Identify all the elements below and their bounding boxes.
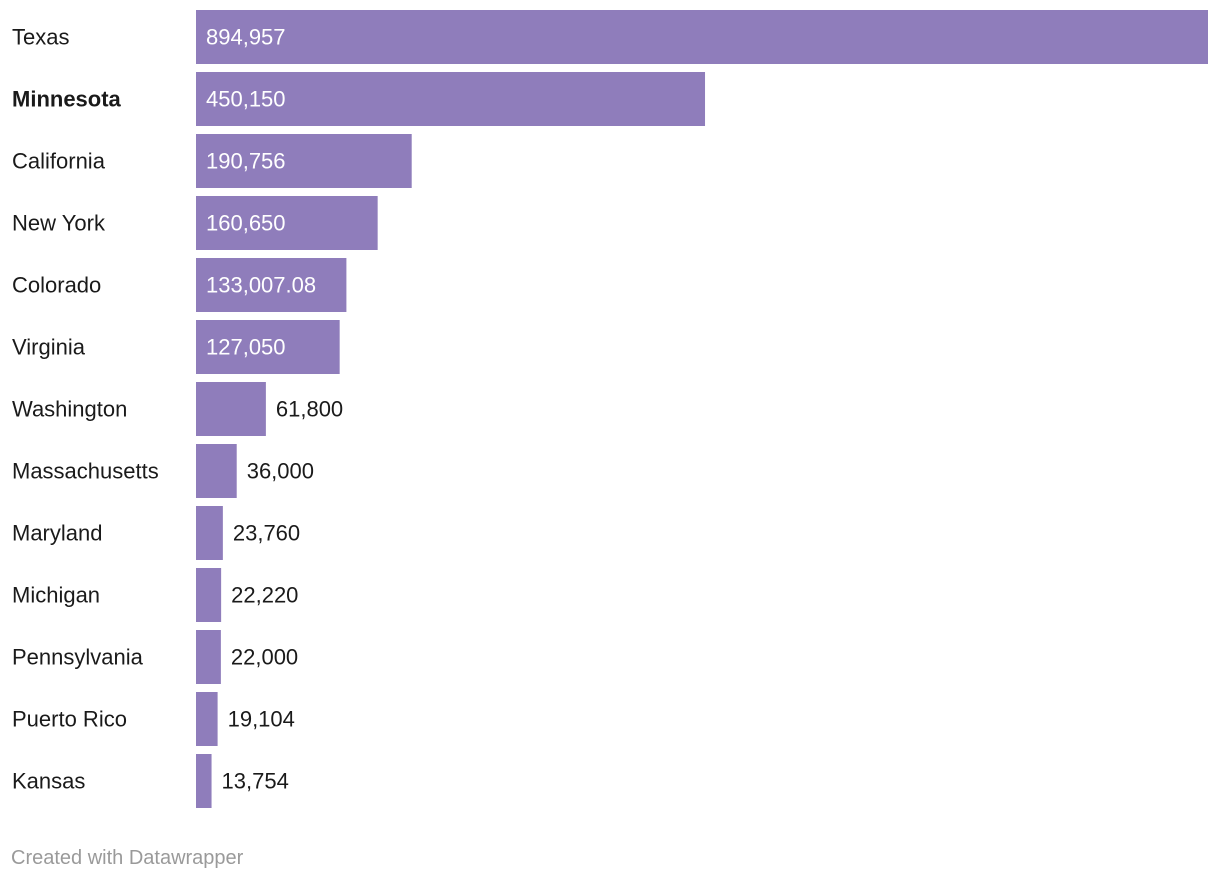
- category-label-pennsylvania: Pennsylvania: [12, 645, 144, 670]
- category-label-michigan: Michigan: [12, 583, 100, 608]
- category-label-minnesota: Minnesota: [12, 87, 122, 112]
- category-label-kansas: Kansas: [12, 769, 85, 794]
- category-label-massachusetts: Massachusetts: [12, 459, 159, 484]
- category-label-virginia: Virginia: [12, 335, 86, 360]
- category-label-texas: Texas: [12, 25, 69, 50]
- bar-maryland: [196, 506, 223, 560]
- bar-pennsylvania: [196, 630, 221, 684]
- category-label-maryland: Maryland: [12, 521, 102, 546]
- value-label-new-york: 160,650: [206, 211, 286, 236]
- bar-new-york: [196, 196, 378, 250]
- bar-colorado: [196, 258, 347, 312]
- value-label-california: 190,756: [206, 149, 286, 174]
- value-label-washington: 61,800: [276, 397, 343, 422]
- value-label-michigan: 22,220: [231, 583, 298, 608]
- value-label-puerto-rico: 19,104: [228, 707, 295, 732]
- credit-text: Created with Datawrapper: [11, 847, 244, 869]
- value-label-kansas: 13,754: [222, 769, 289, 794]
- bar-california: [196, 134, 412, 188]
- category-label-colorado: Colorado: [12, 273, 101, 298]
- category-label-new-york: New York: [12, 211, 106, 236]
- bar-kansas: [196, 754, 212, 808]
- bar-michigan: [196, 568, 222, 622]
- bar-washington: [196, 382, 266, 436]
- category-label-puerto-rico: Puerto Rico: [12, 707, 127, 732]
- value-label-colorado: 133,007.08: [206, 273, 316, 298]
- bar-minnesota: [196, 72, 706, 126]
- category-label-california: California: [12, 149, 106, 174]
- bar-massachusetts: [196, 444, 237, 498]
- value-label-minnesota: 450,150: [206, 87, 286, 112]
- value-label-massachusetts: 36,000: [247, 459, 314, 484]
- category-label-washington: Washington: [12, 397, 127, 422]
- bar-texas: [196, 10, 1208, 64]
- value-label-maryland: 23,760: [233, 521, 300, 546]
- value-label-virginia: 127,050: [206, 335, 286, 360]
- bar-virginia: [196, 320, 340, 374]
- value-label-pennsylvania: 22,000: [231, 645, 298, 670]
- value-label-texas: 894,957: [206, 25, 286, 50]
- bar-puerto-rico: [196, 692, 218, 746]
